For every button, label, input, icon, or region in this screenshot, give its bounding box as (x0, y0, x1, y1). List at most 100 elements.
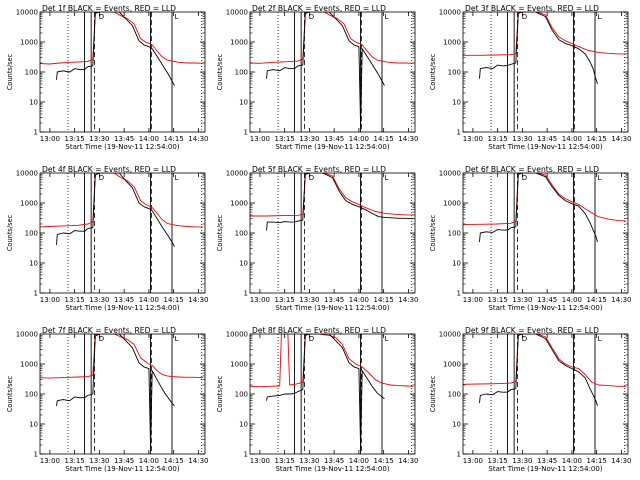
x-tick-label: 13:45 (114, 457, 134, 465)
x-axis-label: Start Time (19-Nov-11 12:54:00) (65, 143, 179, 151)
x-tick-label: 13:30 (89, 457, 109, 465)
events-series-line (266, 12, 385, 128)
lld-series-line (463, 334, 627, 387)
y-tick-label: 10 (239, 260, 248, 268)
y-axis-label: Counts/sec (429, 375, 437, 412)
chart-panel-8: 1 10 100 1000 10000 13:00 13:15 13:30 13:45 14:00… (216, 326, 418, 473)
x-tick-label: 14:00 (139, 135, 159, 143)
y-tick-label: 10000 (226, 331, 248, 339)
x-tick-label: 13:15 (65, 457, 85, 465)
y-tick-label: 100 (25, 230, 38, 238)
y-tick-label: 100 (448, 391, 461, 399)
x-tick-label: 13:30 (299, 296, 319, 304)
y-tick-label: 100 (25, 69, 38, 77)
y-tick-label: 100 (25, 391, 38, 399)
x-tick-label: 14:15 (164, 135, 184, 143)
event-marker-label: L (385, 335, 389, 343)
event-marker-label: D (309, 13, 314, 21)
x-tick-label: 13:30 (512, 296, 532, 304)
x-tick-label: 14:00 (349, 457, 369, 465)
x-tick-label: 14:00 (562, 296, 582, 304)
chart-panel-5: 1 10 100 1000 10000 13:00 13:15 13:30 13:45 14:00… (216, 165, 418, 312)
y-axis-label: Counts/sec (6, 375, 14, 412)
events-series-line (266, 334, 385, 450)
lld-series-line (250, 173, 414, 217)
event-marker-label: D (99, 335, 104, 343)
x-tick-label: 13:15 (275, 135, 295, 143)
x-tick-label: 13:30 (299, 457, 319, 465)
x-axis-label: Start Time (19-Nov-11 12:54:00) (65, 304, 179, 312)
x-tick-label: 13:15 (275, 457, 295, 465)
y-tick-label: 10000 (16, 331, 38, 339)
x-tick-label: 13:00 (463, 457, 483, 465)
events-series-line (56, 12, 175, 86)
y-tick-label: 1000 (443, 361, 461, 369)
x-tick-label: 14:00 (349, 135, 369, 143)
x-tick-label: 13:45 (324, 457, 344, 465)
x-axis-label: Start Time (19-Nov-11 12:54:00) (488, 143, 602, 151)
series-group (463, 173, 627, 243)
x-tick-label: 13:15 (488, 457, 508, 465)
x-tick-label: 14:30 (611, 135, 631, 143)
chart-title: Det 5f BLACK = Events, RED = LLD (252, 165, 386, 174)
chart-panel-9: 1 10 100 1000 10000 13:00 13:15 13:30 13:45 14:00… (429, 326, 631, 473)
chart-panel-6: 1 10 100 1000 10000 13:00 13:15 13:30 13:45 14:00… (429, 165, 631, 312)
series-group (40, 12, 204, 86)
y-axis-label: Counts/sec (216, 375, 224, 412)
chart-title: Det 7f BLACK = Events, RED = LLD (42, 326, 176, 335)
x-tick-label: 14:00 (139, 296, 159, 304)
events-series-line (56, 334, 175, 450)
y-axis-label: Counts/sec (216, 53, 224, 90)
x-tick-label: 13:15 (65, 296, 85, 304)
event-marker-label: L (175, 13, 179, 21)
x-tick-label: 14:15 (164, 457, 184, 465)
x-tick-label: 13:45 (324, 296, 344, 304)
lld-series-line (463, 173, 627, 226)
y-tick-label: 1000 (230, 361, 248, 369)
x-tick-label: 14:15 (374, 135, 394, 143)
plot-frame (39, 333, 206, 455)
y-tick-label: 10000 (16, 9, 38, 17)
x-tick-label: 13:15 (488, 296, 508, 304)
y-tick-label: 1000 (230, 39, 248, 47)
x-tick-label: 13:30 (89, 296, 109, 304)
lld-series-line (40, 12, 204, 65)
lld-series-line (250, 12, 414, 64)
y-tick-label: 10000 (16, 170, 38, 178)
event-marker-label: D (522, 174, 527, 182)
x-tick-label: 14:00 (562, 457, 582, 465)
lld-series-line (463, 12, 627, 56)
series-group (40, 173, 204, 247)
y-tick-label: 10 (29, 260, 38, 268)
y-tick-label: 10 (29, 99, 38, 107)
event-marker-label: L (598, 335, 602, 343)
y-tick-label: 1000 (20, 200, 38, 208)
y-axis-label: Counts/sec (429, 214, 437, 251)
x-tick-label: 13:00 (463, 296, 483, 304)
x-tick-label: 13:00 (40, 457, 60, 465)
event-marker-label: D (522, 13, 527, 21)
lld-series-line (250, 334, 414, 388)
x-axis-label: Start Time (19-Nov-11 12:54:00) (275, 304, 389, 312)
y-tick-label: 100 (448, 69, 461, 77)
x-axis-label: Start Time (19-Nov-11 12:54:00) (275, 143, 389, 151)
x-tick-label: 13:45 (114, 135, 134, 143)
series-group (463, 334, 627, 407)
y-tick-label: 10000 (439, 170, 461, 178)
y-tick-label: 1 (244, 451, 248, 459)
x-tick-label: 13:00 (40, 135, 60, 143)
x-tick-label: 14:30 (188, 296, 208, 304)
x-tick-label: 14:00 (349, 296, 369, 304)
event-marker-label: D (99, 174, 104, 182)
x-tick-label: 14:15 (374, 296, 394, 304)
x-tick-label: 14:30 (398, 296, 418, 304)
y-tick-label: 10000 (226, 9, 248, 17)
chart-panel-4: 1 10 100 1000 10000 13:00 13:15 13:30 13:45 14:00… (6, 165, 208, 312)
chart-panel-3: 1 10 100 1000 10000 13:00 13:15 13:30 13:45 14:00… (429, 4, 631, 151)
chart-title: Det 9f BLACK = Events, RED = LLD (465, 326, 599, 335)
x-tick-label: 14:00 (139, 457, 159, 465)
chart-title: Det 1f BLACK = Events, RED = LLD (42, 4, 176, 13)
y-tick-label: 100 (235, 391, 248, 399)
chart-title: Det 3f BLACK = Events, RED = LLD (465, 4, 599, 13)
event-marker-label: L (598, 174, 602, 182)
